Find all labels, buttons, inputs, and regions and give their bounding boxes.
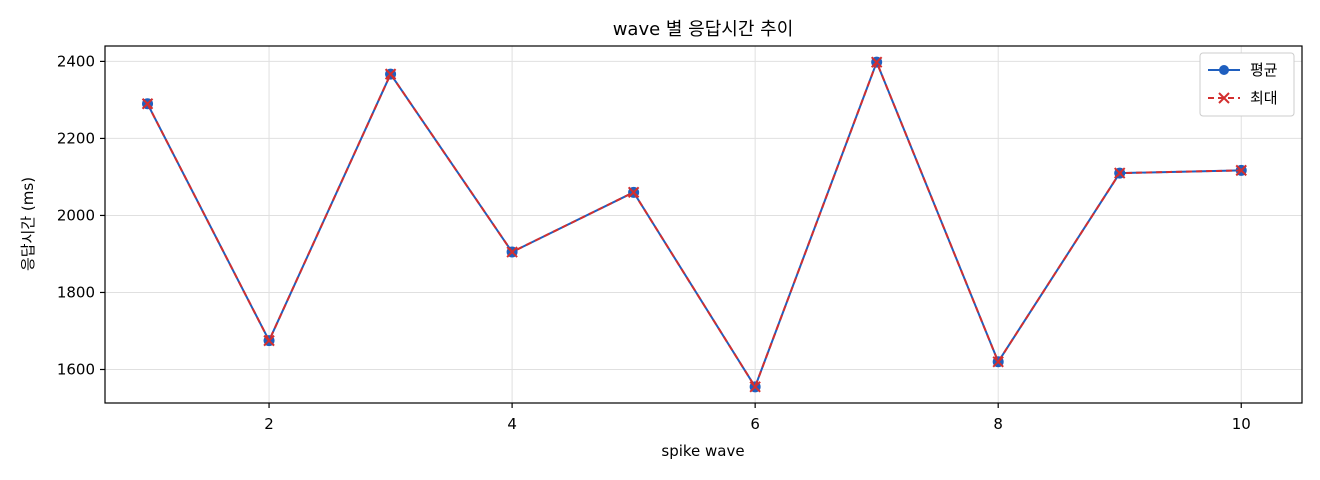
y-tick-label: 1600: [57, 360, 95, 378]
chart-title: wave 별 응답시간 추이: [613, 19, 794, 40]
x-tick-label: 2: [264, 415, 274, 433]
data-point: [992, 356, 1004, 368]
x-axis-label: spike wave: [661, 442, 744, 460]
x-tick-label: 8: [993, 415, 1003, 433]
data-point: [749, 381, 761, 393]
series-line-0: [146, 61, 1242, 388]
plot-frame: [104, 45, 1303, 404]
x-tick-label: 4: [507, 415, 517, 433]
data-point: [141, 98, 154, 110]
legend-marker-max: [1218, 92, 1230, 104]
data-point: [506, 246, 518, 258]
x-tick-label: 10: [1232, 415, 1251, 433]
legend-marker-avg: [1219, 65, 1229, 75]
y-tick-label: 1800: [57, 283, 95, 301]
data-point: [1235, 164, 1247, 177]
legend-item-avg: 평균: [1208, 61, 1278, 79]
series-line-1: [146, 61, 1242, 388]
series-layer: [141, 56, 1247, 393]
legend-label-avg: 평균: [1250, 61, 1278, 79]
legend-label-max: 최대: [1250, 89, 1278, 107]
data-point: [1114, 167, 1126, 179]
y-tick-label: 2400: [57, 52, 95, 70]
y-tick-label: 2000: [57, 206, 95, 224]
x-tick-label: 6: [750, 415, 760, 433]
legend-box: [1199, 52, 1295, 117]
data-point: [384, 68, 397, 80]
data-point: [627, 186, 640, 199]
y-tick-label: 2200: [57, 129, 95, 147]
y-axis-label: 응답시간 (ms): [19, 177, 37, 271]
legend: 평균 최대: [1199, 52, 1295, 117]
legend-item-max: 최대: [1208, 89, 1278, 107]
data-point: [870, 56, 883, 68]
data-point: [263, 334, 275, 347]
grid: [105, 46, 1302, 403]
axis-ticks: 2 4 6 8 10 1600 1800 2000 2200 2400: [57, 52, 1251, 433]
